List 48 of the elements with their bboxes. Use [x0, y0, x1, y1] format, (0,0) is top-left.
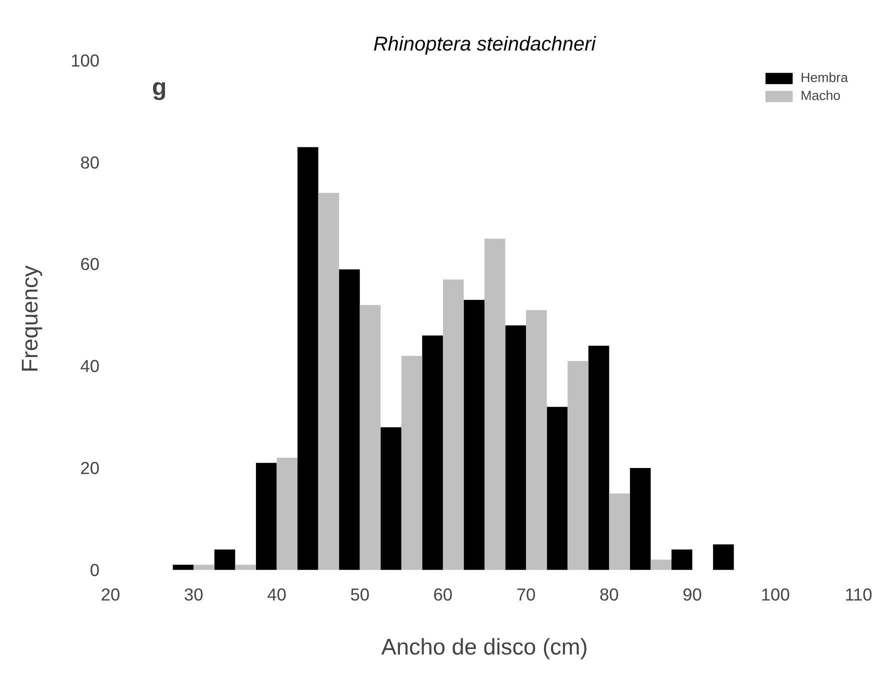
- bar: [194, 564, 214, 570]
- x-axis-title: Ancho de disco (cm): [381, 634, 588, 660]
- bar: [672, 549, 692, 570]
- y-tick-label: 60: [80, 254, 100, 274]
- chart-title: Rhinoptera steindachneri: [373, 34, 596, 56]
- bar: [380, 427, 402, 570]
- bar: [401, 356, 422, 570]
- y-axis-title: Frequency: [16, 264, 43, 373]
- bar: [609, 493, 630, 570]
- bar: [526, 310, 547, 570]
- y-tick-label: 100: [70, 50, 100, 70]
- x-tick-label: 50: [350, 584, 370, 604]
- x-tick-label: 20: [100, 584, 120, 604]
- bar: [318, 192, 340, 570]
- bar: [172, 564, 194, 570]
- bar: [339, 269, 360, 570]
- bar: [464, 300, 484, 570]
- x-tick-label: 100: [760, 584, 790, 604]
- x-tick-label: 90: [682, 584, 702, 604]
- bar: [546, 406, 568, 570]
- bar: [713, 544, 734, 570]
- bar: [650, 560, 672, 570]
- bar: [442, 280, 464, 570]
- bar: [568, 361, 588, 570]
- x-tick-label: 40: [267, 584, 286, 604]
- annotation: g: [152, 74, 167, 102]
- bar: [235, 564, 256, 570]
- x-tick-label: 110: [844, 584, 872, 604]
- bar: [630, 468, 651, 570]
- x-tick-label: 80: [600, 584, 619, 604]
- bar: [484, 238, 506, 570]
- bar: [360, 304, 381, 570]
- x-tick-label: 30: [184, 584, 204, 604]
- bar: [214, 549, 236, 570]
- x-tick-label: 60: [433, 584, 453, 604]
- y-tick-label: 40: [80, 356, 100, 376]
- bar: [276, 458, 298, 570]
- x-tick-label: 70: [516, 584, 536, 604]
- bar: [505, 325, 526, 570]
- legend-label: Hembra: [800, 70, 848, 85]
- legend-label: Macho: [800, 88, 841, 103]
- bar: [256, 462, 277, 570]
- bar: [588, 346, 610, 570]
- bar: [298, 147, 318, 570]
- y-tick-label: 20: [80, 458, 100, 478]
- bar: [422, 336, 443, 570]
- y-tick-label: 0: [90, 560, 100, 580]
- y-tick-label: 80: [80, 152, 100, 172]
